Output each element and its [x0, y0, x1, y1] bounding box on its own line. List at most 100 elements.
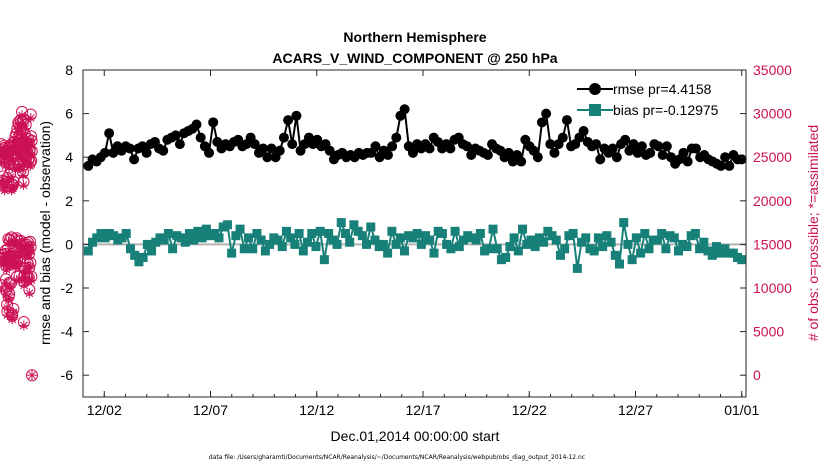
- bias-point: [340, 229, 350, 238]
- obs-count-series: [0, 105, 38, 382]
- rmse-point: [595, 154, 606, 165]
- bias-point: [560, 244, 570, 254]
- assimilated-obs-point: [25, 245, 36, 256]
- bias-point: [252, 229, 262, 238]
- x-tick-label: 12/27: [618, 402, 653, 418]
- bias-point: [530, 242, 540, 252]
- assimilated-obs-point: [0, 283, 7, 293]
- bias-point: [551, 235, 561, 245]
- left-y-tick-label: 2: [65, 193, 73, 209]
- bias-point: [265, 239, 275, 249]
- rmse-point: [283, 115, 294, 126]
- assimilated-obs-point: [7, 314, 18, 325]
- bias-point: [222, 220, 232, 230]
- bias-point: [273, 235, 283, 245]
- bias-point: [303, 237, 313, 247]
- rmse-point: [445, 143, 456, 154]
- rmse-point: [191, 119, 202, 130]
- rmse-point: [557, 132, 568, 143]
- bias-point: [277, 242, 287, 252]
- bias-point: [163, 229, 173, 238]
- bias-point: [627, 255, 637, 265]
- bias-point: [294, 229, 304, 238]
- assimilated-obs-point: [17, 248, 28, 259]
- bias-point: [286, 233, 296, 243]
- bias-point: [332, 239, 342, 249]
- bias-point: [121, 229, 131, 238]
- rmse-point: [541, 108, 552, 119]
- assimilated-obs-point: [26, 159, 37, 170]
- rmse-point: [258, 143, 269, 154]
- bias-point: [336, 218, 346, 228]
- rmse-point: [278, 132, 289, 143]
- left-y-tick-label: 8: [65, 62, 73, 78]
- assimilated-obs-point: [19, 274, 30, 285]
- assimilated-obs-point: [8, 155, 19, 166]
- assimilated-obs-point: [3, 162, 14, 173]
- bias-point: [661, 244, 671, 254]
- x-tick-label: 12/02: [87, 402, 122, 418]
- rmse-point: [262, 152, 273, 163]
- x-axis-label: Dec.01,2014 00:00:00 start: [331, 428, 500, 444]
- bias-point: [699, 237, 709, 247]
- bias-point: [501, 252, 511, 262]
- chart-subtitle: ACARS_V_WIND_COMPONENT @ 250 hPa: [272, 50, 557, 66]
- left-y-tick-label: -6: [61, 367, 74, 383]
- right-y-tick-label: 30000: [753, 106, 792, 122]
- rmse-point: [628, 139, 639, 150]
- bias-point: [197, 233, 207, 243]
- left-y-tick-label: 0: [65, 236, 73, 252]
- right-y-tick-label: 15000: [753, 236, 792, 252]
- bias-point: [147, 246, 157, 256]
- bias-point: [362, 239, 372, 249]
- rmse-point: [370, 141, 381, 152]
- rmse-point: [549, 147, 560, 158]
- rmse-point: [391, 132, 402, 143]
- rmse-point: [653, 141, 664, 152]
- bias-point: [526, 235, 536, 245]
- assimilated-obs-point: [5, 282, 16, 293]
- assimilated-obs-point: [24, 288, 35, 299]
- rmse-point: [208, 117, 219, 128]
- x-tick-label: 12/22: [512, 402, 547, 418]
- rmse-point: [382, 150, 393, 161]
- bias-point: [231, 231, 241, 241]
- bias-point: [159, 235, 169, 245]
- bias-point: [307, 229, 317, 238]
- bias-point: [509, 233, 519, 243]
- rmse-point: [620, 134, 631, 145]
- assimilated-obs-point: [8, 180, 19, 191]
- right-y-tick-label: 10000: [753, 280, 792, 296]
- rmse-point: [141, 147, 152, 158]
- bias-point: [581, 233, 591, 243]
- left-y-axis: -6 -4 -2 0 2 4 6 8: [61, 62, 89, 383]
- bias-point: [315, 226, 325, 236]
- bias-point: [644, 244, 654, 254]
- rmse-point: [104, 128, 115, 139]
- bias-point: [614, 259, 624, 269]
- x-tick-label: 12/12: [299, 402, 334, 418]
- rmse-point: [129, 154, 140, 165]
- bias-point: [227, 248, 237, 258]
- rmse-point: [678, 147, 689, 158]
- rmse-point: [661, 141, 672, 152]
- assimilated-obs-point: [4, 292, 15, 303]
- right-y-tick-label: 20000: [753, 193, 792, 209]
- legend-bias-label: bias pr=-0.12975: [613, 102, 719, 118]
- rmse-point: [287, 139, 298, 150]
- assimilated-obs-point: [24, 240, 35, 251]
- assimilated-obs-point: [23, 252, 34, 263]
- bias-point: [602, 231, 612, 241]
- rmse-point: [645, 147, 656, 158]
- data-file-footnote: data file: /Users/gharamti/Documents/NCA…: [209, 454, 585, 461]
- bias-point: [357, 231, 367, 241]
- bias-point: [235, 224, 245, 234]
- rmse-point: [545, 139, 556, 150]
- bias-point: [513, 246, 523, 256]
- rmse-point: [291, 110, 302, 121]
- rmse-point: [561, 115, 572, 126]
- rmse-point: [158, 145, 169, 156]
- left-y-tick-label: -2: [61, 280, 74, 296]
- bias-point: [606, 237, 616, 247]
